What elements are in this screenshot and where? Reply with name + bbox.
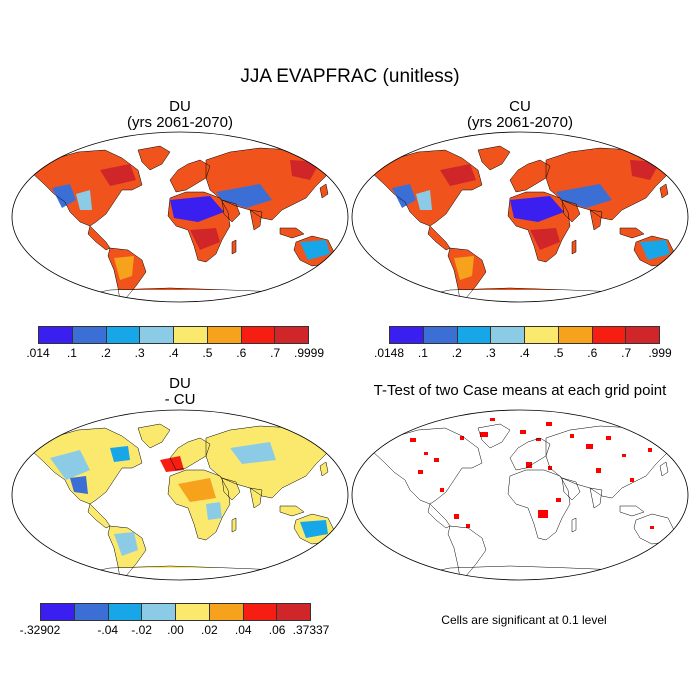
tick-label: .5 (202, 346, 213, 360)
map-boundary (351, 409, 689, 581)
map-boundary (11, 131, 349, 303)
panel-du-years: (yrs 2061-2070) (127, 114, 233, 131)
tick-label: -.04 (97, 623, 119, 637)
tick-label: -.32902 (19, 623, 61, 637)
panel-ttest-title: T-Test of two Case means at each grid po… (350, 383, 690, 399)
tick-label: .7 (621, 346, 632, 360)
tick-label: -.02 (131, 623, 152, 637)
tick-label: .4 (519, 346, 530, 360)
panel-du-title: DU (yrs 2061-2070) (10, 99, 350, 131)
panel-du-name: DU (169, 98, 191, 115)
colorbar-cu (389, 326, 660, 344)
map-ttest (351, 409, 689, 581)
tick-label: .1 (66, 346, 77, 360)
tick-label: .3 (134, 346, 145, 360)
panel-diff-title: DU - CU (10, 376, 350, 408)
significance-note: Cells are significant at 0.1 level (441, 613, 607, 627)
tick-label: .014 (26, 346, 50, 360)
tick-label: .6 (236, 346, 247, 360)
tick-label: .02 (201, 623, 218, 637)
significant-cells (410, 418, 654, 529)
colorbar-cu-labels: .0148 .1 .2 .3 .4 .5 .6 .7 .999 (374, 346, 672, 360)
panel-cu-title: CU (yrs 2061-2070) (350, 99, 690, 131)
figure-title: JJA EVAPFRAC (unitless) (240, 66, 460, 87)
tick-label: .6 (587, 346, 598, 360)
colorbar-du (38, 326, 309, 344)
tick-label: .04 (234, 623, 252, 637)
panel-diff-name: DU (169, 375, 191, 392)
map-du (11, 131, 349, 303)
map-cu (351, 131, 689, 303)
tick-label: .9999 (293, 346, 325, 360)
tick-label: .2 (451, 346, 462, 360)
land-diff (32, 424, 348, 580)
colorbar-diff (40, 603, 311, 621)
panel-cu-years: (yrs 2061-2070) (467, 114, 573, 131)
colorbar-diff-labels: -.32902 -.04 -.02 .00 .02 .04 .06 .37337 (20, 623, 330, 637)
panel-cu-name: CU (509, 98, 531, 115)
tick-label: .5 (553, 346, 564, 360)
tick-label: .37337 (292, 623, 330, 637)
map-boundary (351, 131, 689, 303)
tick-label: .1 (417, 346, 428, 360)
tick-label: .4 (168, 346, 179, 360)
tick-label: .3 (485, 346, 496, 360)
land-ttest (372, 424, 688, 580)
panel-diff-subtitle: - CU (164, 391, 196, 408)
map-boundary (11, 409, 349, 581)
colorbar-du-labels: .014 .1 .2 .3 .4 .5 .6 .7 .9999 (26, 346, 324, 360)
tick-label: .0148 (373, 346, 405, 360)
map-difference (11, 409, 349, 581)
tick-label: .2 (100, 346, 111, 360)
tick-label: .999 (648, 346, 672, 360)
tick-label: .06 (268, 623, 286, 637)
tick-label: .00 (167, 623, 184, 637)
panel-ttest-name: T-Test of two Case means at each grid po… (373, 382, 667, 399)
tick-label: .7 (270, 346, 281, 360)
